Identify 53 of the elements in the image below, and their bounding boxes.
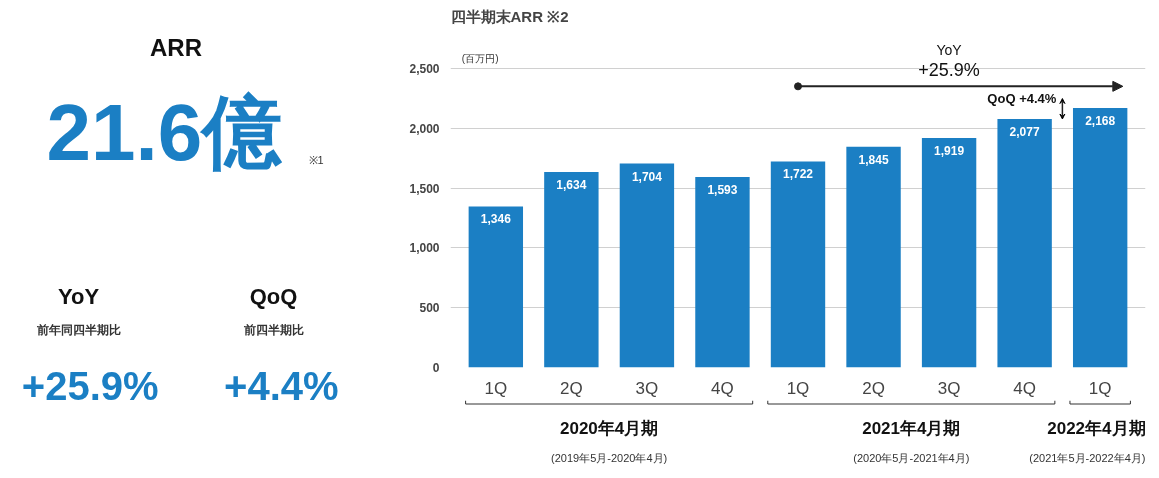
bar bbox=[468, 206, 524, 368]
x-tick-label: 3Q bbox=[937, 378, 961, 398]
bar bbox=[770, 161, 826, 368]
y-tick-label: 500 bbox=[419, 301, 440, 316]
x-tick-label: 4Q bbox=[711, 378, 734, 398]
data-label: 1,919 bbox=[934, 143, 965, 158]
y-tick-label: 2,000 bbox=[409, 121, 440, 136]
text: ARR bbox=[150, 34, 202, 61]
annotation: +25.9% bbox=[918, 60, 980, 81]
text: 前年同四半期比 bbox=[35, 322, 121, 337]
text: 21.6億 bbox=[46, 87, 284, 177]
x-tick-label: 2Q bbox=[862, 378, 885, 398]
text: (2021年5月-2022年4月) bbox=[1029, 451, 1146, 464]
text: 2022年4月期 bbox=[1047, 419, 1146, 438]
y-tick-label: 1,500 bbox=[409, 181, 440, 196]
text: YoY bbox=[936, 42, 963, 59]
x-tick-label: 3Q bbox=[635, 378, 659, 398]
text: +25.9% bbox=[21, 363, 159, 408]
y-axis-title: (百万円) bbox=[461, 53, 499, 65]
text: 2021年4月期 bbox=[862, 419, 961, 438]
bar bbox=[619, 163, 675, 368]
data-label: 1,845 bbox=[858, 152, 889, 167]
x-tick-label: 2Q bbox=[560, 378, 583, 398]
text: +4.4% bbox=[224, 363, 339, 408]
x-tick-label: 1Q bbox=[1088, 378, 1112, 398]
data-label: 1,704 bbox=[631, 169, 663, 184]
text: (2020年5月-2021年4月) bbox=[853, 451, 970, 464]
bar bbox=[921, 137, 977, 368]
data-label: 1,593 bbox=[707, 182, 738, 197]
text: 2020年4月期 bbox=[560, 419, 659, 438]
data-label: 1,722 bbox=[782, 167, 814, 182]
text: 前四半期比 bbox=[242, 322, 304, 337]
x-tick-label: 1Q bbox=[786, 378, 810, 398]
bar bbox=[695, 176, 750, 368]
y-tick-label: 2,500 bbox=[409, 61, 440, 76]
bar bbox=[846, 146, 901, 368]
text: (2019年5月-2020年4月) bbox=[551, 451, 668, 464]
x-tick-label: 4Q bbox=[1013, 378, 1036, 398]
data-label: 1,346 bbox=[480, 212, 512, 227]
bar bbox=[997, 119, 1052, 368]
x-tick-label: 1Q bbox=[484, 378, 508, 398]
y-tick-label: 0 bbox=[432, 361, 440, 375]
data-label: 2,077 bbox=[1009, 125, 1040, 139]
text: YoY bbox=[57, 284, 100, 310]
chart-title: 四半期末ARR ※2 bbox=[450, 7, 569, 25]
text: QoQ bbox=[249, 284, 298, 310]
y-tick-label: 1,000 bbox=[409, 241, 440, 256]
bar bbox=[544, 172, 599, 368]
data-label: 2,168 bbox=[1085, 114, 1116, 129]
annotation: QoQ +4.4% bbox=[987, 91, 1057, 107]
bar bbox=[1072, 108, 1128, 368]
data-label: 1,634 bbox=[556, 178, 587, 192]
text: ※1 bbox=[308, 154, 324, 167]
